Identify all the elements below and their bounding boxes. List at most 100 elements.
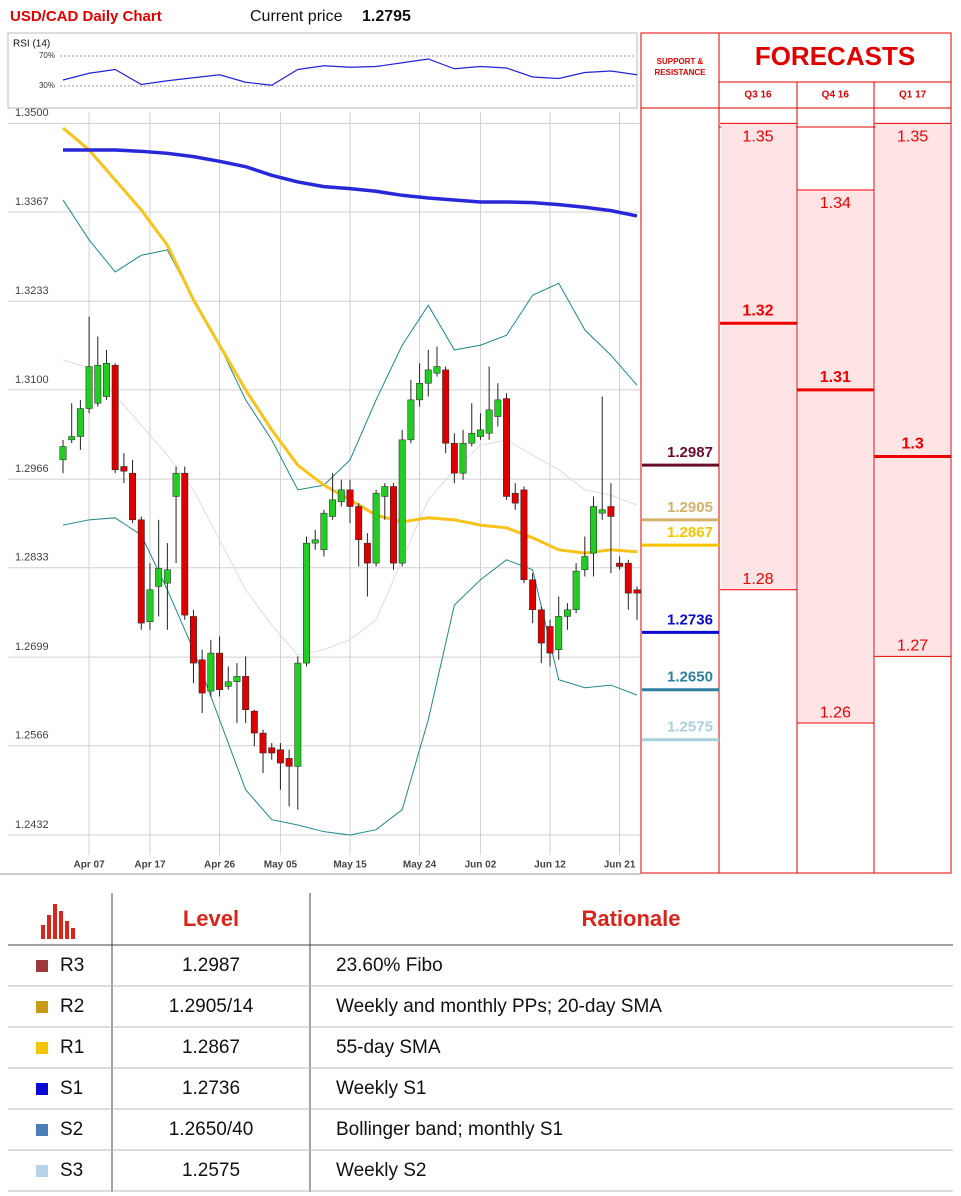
candle-body <box>76 408 84 437</box>
candle-body <box>494 399 502 417</box>
candle-body <box>442 369 450 444</box>
y-tick-label: 30% <box>39 81 55 90</box>
rsi-title: RSI (14) <box>13 39 50 50</box>
y-tick-label: 1.3233 <box>15 285 49 297</box>
candle-body <box>146 589 154 623</box>
candle-body <box>259 732 267 754</box>
level-label: 1.2905 <box>667 499 713 516</box>
candle-body <box>633 589 641 594</box>
overlay-line <box>62 359 638 656</box>
range-box <box>798 189 874 724</box>
candle-body <box>398 439 406 564</box>
x-tick-label: Jun 12 <box>534 860 566 871</box>
x-tick-label: Apr 26 <box>204 860 236 871</box>
candle-body <box>59 446 67 461</box>
table-header: Level <box>183 906 239 931</box>
candle-body <box>155 568 163 587</box>
low-label: 1.28 <box>742 571 773 588</box>
candle-body <box>346 489 354 507</box>
table-header: Rationale <box>581 906 680 931</box>
candle-body <box>616 562 624 567</box>
candle-body <box>111 364 119 471</box>
candle-body <box>85 366 93 409</box>
x-tick-label: May 24 <box>403 860 437 871</box>
candle-body <box>311 539 319 544</box>
candle-body <box>459 442 467 474</box>
x-tick-label: Jun 02 <box>465 860 497 871</box>
row-level: 1.2867 <box>182 1037 240 1058</box>
y-tick-label: 1.2566 <box>15 730 49 742</box>
candle-body <box>416 382 424 401</box>
low-label: 1.26 <box>820 704 851 721</box>
candle-body <box>355 506 363 541</box>
swatch <box>36 1042 48 1054</box>
candle-body <box>563 609 571 617</box>
candle-body <box>233 676 241 682</box>
y-tick-label: 1.3100 <box>15 374 49 386</box>
rsi-panel <box>7 32 638 109</box>
high-label: 1.35 <box>742 129 773 146</box>
row-name: R3 <box>60 955 84 976</box>
x-tick-label: Jun 21 <box>604 860 636 871</box>
support-resistance-title: SUPPORT & RESISTANCE <box>654 57 706 77</box>
x-tick-label: Apr 17 <box>134 860 166 871</box>
overlay-line <box>62 199 638 491</box>
candle-body <box>207 652 215 692</box>
candle-body <box>485 409 493 434</box>
candle-body <box>103 362 110 397</box>
row-rationale: Weekly S1 <box>336 1078 426 1099</box>
column-header: Q1 17 <box>899 90 927 101</box>
swatch <box>36 1165 48 1177</box>
rsi-line <box>62 58 638 86</box>
candle-body <box>407 399 415 441</box>
candle-body <box>546 626 554 654</box>
candle-body <box>381 486 389 497</box>
candle-body <box>390 486 397 564</box>
level-label: 1.2575 <box>667 719 713 736</box>
row-level: 1.2575 <box>182 1160 240 1181</box>
candle-body <box>424 369 432 384</box>
x-tick-label: May 15 <box>333 860 367 871</box>
level-label: 1.2736 <box>667 611 713 628</box>
row-name: S1 <box>60 1078 83 1099</box>
row-rationale: 55-day SMA <box>336 1037 441 1058</box>
column-header: Q4 16 <box>822 90 850 101</box>
candle-body <box>520 489 528 581</box>
price-label: Current price <box>250 8 343 25</box>
row-name: R1 <box>60 1037 84 1058</box>
y-tick-label: 1.2699 <box>15 641 49 653</box>
y-tick-label: 1.2966 <box>15 463 49 475</box>
row-level: 1.2905/14 <box>169 996 254 1017</box>
candle-body <box>129 472 137 521</box>
swatch <box>36 1083 48 1095</box>
forecast-title: FORECASTS <box>755 41 915 71</box>
candle-body <box>294 662 302 767</box>
candle-body <box>511 492 519 504</box>
candle-body <box>198 659 206 694</box>
candle-body <box>190 616 197 664</box>
candle-body <box>303 542 310 664</box>
candle-body <box>433 366 441 374</box>
candle-body <box>590 506 597 554</box>
swatch <box>36 1124 48 1136</box>
candle-body <box>537 609 545 644</box>
row-rationale: 23.60% Fibo <box>336 955 443 976</box>
mid-label: 1.31 <box>820 369 851 386</box>
candle-body <box>529 579 537 611</box>
candle-body <box>276 749 284 764</box>
x-tick-label: Apr 07 <box>74 860 106 871</box>
mid-label: 1.32 <box>742 302 773 319</box>
column-header: Q3 16 <box>744 90 772 101</box>
level-label: 1.2987 <box>667 444 713 461</box>
level-label: 1.2650 <box>667 669 713 686</box>
candle-body <box>372 492 380 564</box>
row-level: 1.2650/40 <box>169 1119 254 1140</box>
row-level: 1.2736 <box>182 1078 240 1099</box>
y-tick-label: 1.2432 <box>15 819 49 831</box>
candle-body <box>320 512 328 551</box>
row-name: S3 <box>60 1160 83 1181</box>
price: 1.2795 <box>362 8 411 25</box>
high-label: 1.35 <box>897 129 928 146</box>
row-rationale: Weekly S2 <box>336 1160 426 1181</box>
